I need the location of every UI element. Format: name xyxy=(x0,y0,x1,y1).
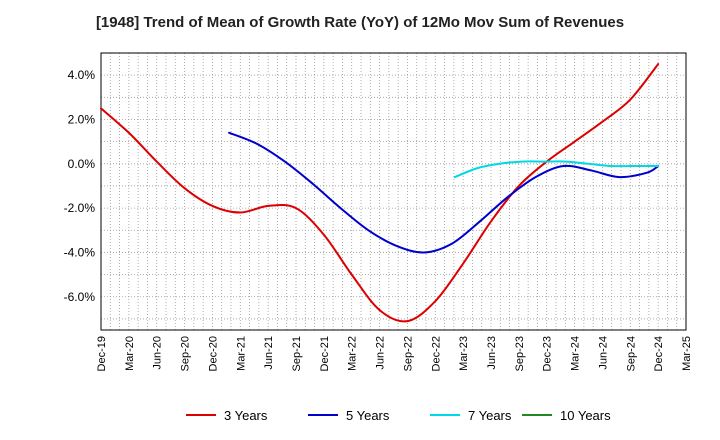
x-tick-label: Mar-25 xyxy=(681,336,693,371)
x-tick-label: Mar-24 xyxy=(570,336,582,371)
plot-frame xyxy=(100,52,687,331)
legend-label-7-years: 7 Years xyxy=(468,408,512,423)
x-tick-label: Mar-20 xyxy=(124,336,136,371)
x-tick-label: Sep-24 xyxy=(625,336,637,371)
x-tick-label: Jun-22 xyxy=(375,336,387,370)
x-tick-label: Jun-20 xyxy=(152,336,164,370)
x-tick-label: Mar-21 xyxy=(235,336,247,371)
x-tick-label: Sep-20 xyxy=(180,336,192,371)
series-line-3-years xyxy=(100,63,660,323)
x-tick-label: Jun-23 xyxy=(486,336,498,370)
x-tick-label: Dec-22 xyxy=(430,336,442,371)
legend-label-5-years: 5 Years xyxy=(346,408,390,423)
series-line-7-years xyxy=(453,160,660,179)
x-tick-label: Mar-22 xyxy=(347,336,359,371)
series-line-5-years xyxy=(228,131,660,254)
y-tick-label: -4.0% xyxy=(64,245,96,259)
y-tick-label: 2.0% xyxy=(68,112,96,126)
x-tick-label: Dec-20 xyxy=(207,336,219,371)
y-tick-label: -6.0% xyxy=(64,290,96,304)
x-tick-label: Sep-23 xyxy=(514,336,526,371)
x-tick-label: Dec-21 xyxy=(319,336,331,371)
x-tick-label: Jun-24 xyxy=(597,336,609,370)
legend-label-3-years: 3 Years xyxy=(224,408,268,423)
x-tick-label: Sep-22 xyxy=(402,336,414,371)
legend-label-10-years: 10 Years xyxy=(560,408,611,423)
y-tick-label: -2.0% xyxy=(64,201,96,215)
x-tick-label: Dec-19 xyxy=(96,336,108,371)
y-tick-label: 0.0% xyxy=(68,157,96,171)
x-tick-label: Jun-21 xyxy=(263,336,275,370)
x-tick-label: Dec-24 xyxy=(653,336,665,371)
x-tick-label: Mar-23 xyxy=(458,336,470,371)
y-tick-label: 4.0% xyxy=(68,68,96,82)
x-tick-label: Sep-21 xyxy=(291,336,303,371)
chart-title: [1948] Trend of Mean of Growth Rate (YoY… xyxy=(95,14,625,31)
x-tick-label: Dec-23 xyxy=(542,336,554,371)
